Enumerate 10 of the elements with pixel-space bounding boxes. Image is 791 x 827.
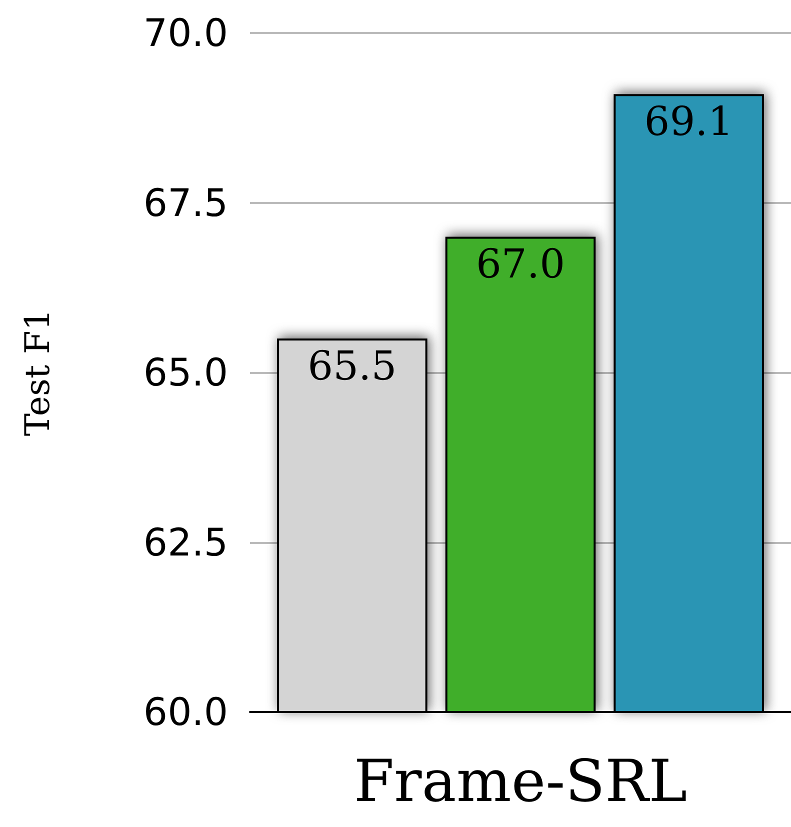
- y-tick-label: 67.5: [143, 180, 228, 225]
- y-tick-label: 70.0: [143, 11, 228, 55]
- data-label: 65.5: [308, 344, 397, 390]
- data-label: 69.1: [644, 99, 734, 146]
- y-axis-title: Test F1: [18, 308, 58, 436]
- y-tick-label: 65.0: [143, 350, 228, 394]
- data-label: 67.0: [476, 242, 566, 288]
- x-tick-label: Frame-SRL: [354, 747, 688, 815]
- y-tick-label: 60.0: [143, 690, 228, 734]
- y-tick-label: 62.5: [143, 520, 228, 564]
